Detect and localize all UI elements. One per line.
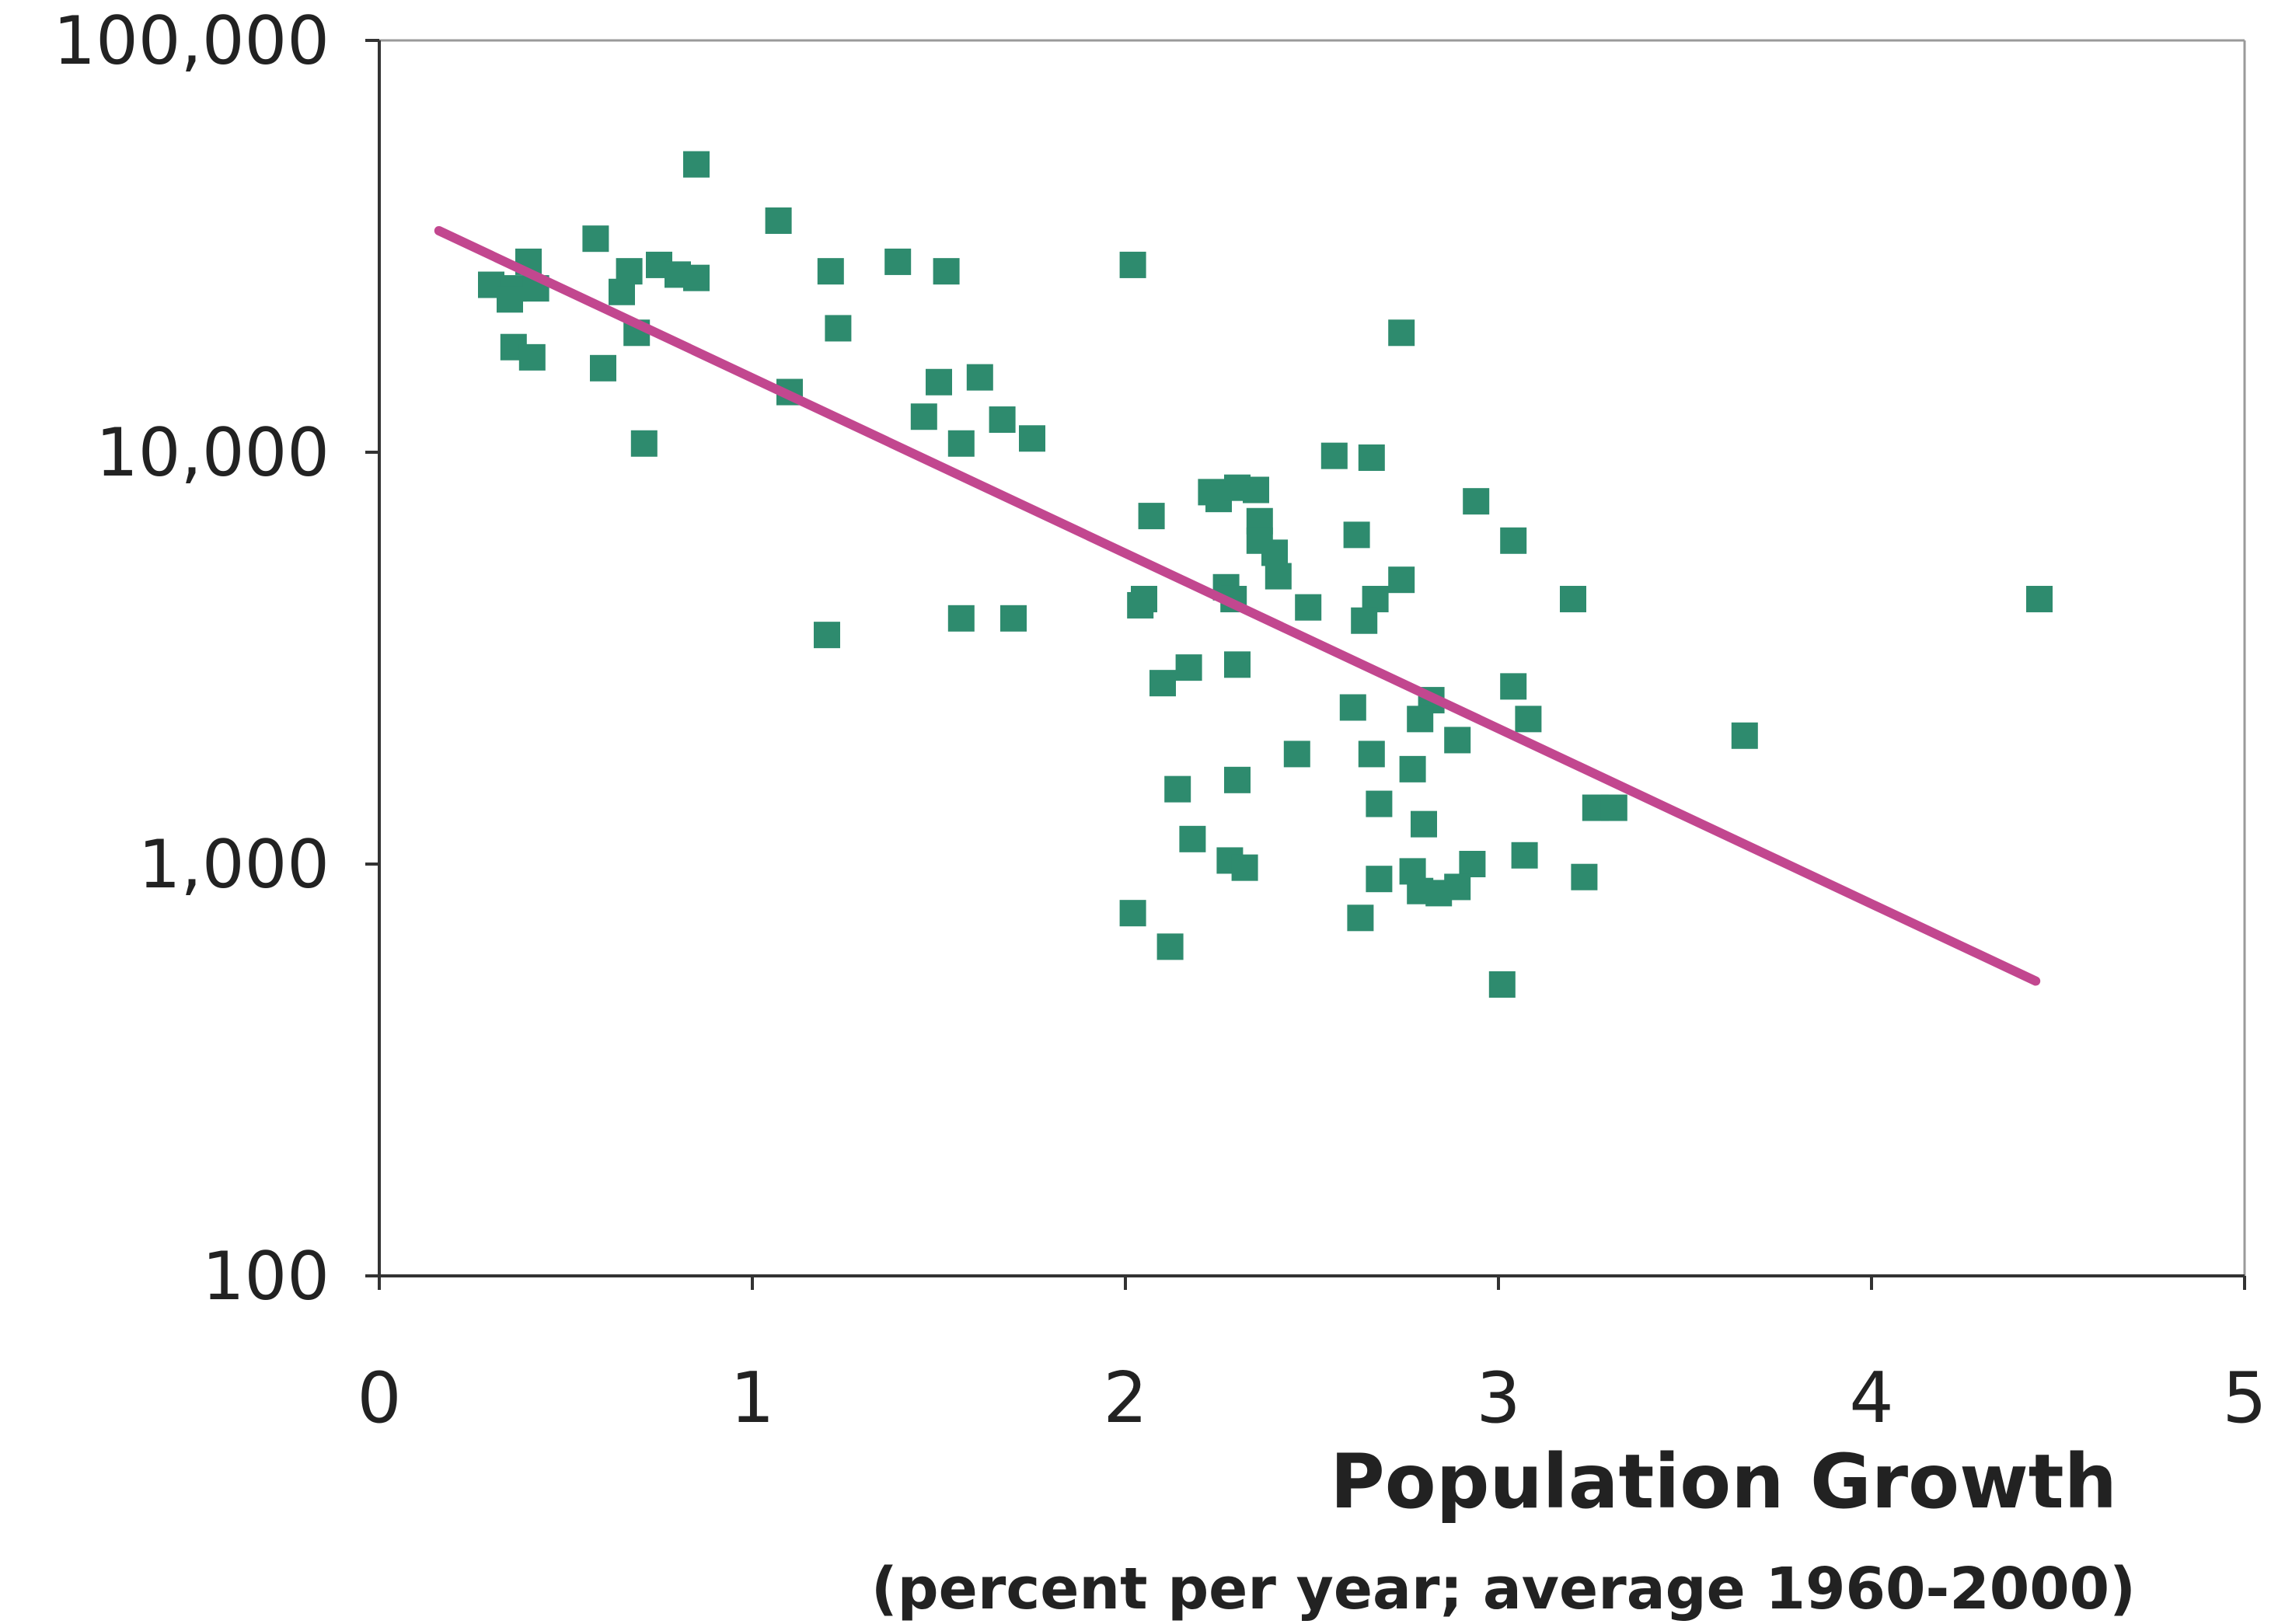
x-tick-label: 0 [357, 1357, 401, 1439]
data-point [1175, 654, 1202, 681]
plot-frame [379, 39, 2246, 1276]
data-point [1463, 488, 1490, 515]
data-point [1407, 706, 1434, 733]
data-point [1731, 722, 1758, 749]
data-point [1339, 694, 1366, 721]
data-point [1515, 706, 1542, 733]
data-point [947, 430, 975, 457]
data-point [926, 368, 952, 396]
data-point [1019, 425, 1045, 452]
data-point [1500, 673, 1527, 700]
y-tick-label: 100 [202, 1238, 330, 1316]
data-point [1243, 476, 1269, 504]
data-point [582, 225, 609, 253]
x-tick-label: 5 [2222, 1357, 2266, 1439]
data-point [1388, 319, 1415, 347]
data-point [1459, 851, 1486, 877]
data-point [1283, 741, 1310, 768]
data-point [1164, 775, 1191, 803]
data-point [1265, 563, 1292, 590]
data-point [1388, 566, 1415, 594]
trendline [434, 225, 2041, 986]
x-tick-label: 4 [1849, 1357, 1893, 1439]
data-point [1366, 790, 1393, 817]
data-point [1224, 766, 1251, 793]
data-point [1179, 825, 1206, 852]
data-point [947, 605, 975, 632]
data-point [1347, 904, 1374, 932]
data-point [989, 406, 1016, 434]
y-tick-label: 1,000 [138, 826, 330, 904]
data-point [1295, 594, 1322, 621]
data-point [825, 315, 852, 342]
data-point [1511, 842, 1538, 869]
x-tick-label: 3 [1476, 1357, 1520, 1439]
data-point [1600, 794, 1627, 821]
data-point [1231, 854, 1258, 881]
data-point [765, 207, 792, 234]
data-point [609, 278, 635, 305]
data-point [1119, 900, 1146, 927]
y-tick-label: 10,000 [96, 414, 330, 492]
data-point [590, 354, 616, 382]
data-point [2026, 585, 2053, 612]
y-tick-label: 100,000 [53, 2, 330, 80]
data-point [910, 403, 937, 430]
x-tick-label: 2 [1103, 1357, 1147, 1439]
data-points [478, 151, 2053, 998]
data-point [1488, 971, 1516, 998]
x-axis-subtitle: (percent per year; average 1960-2000) [871, 1556, 2136, 1622]
data-point [1000, 605, 1027, 632]
data-point [1560, 585, 1586, 612]
data-point [1119, 251, 1146, 278]
data-point [1358, 444, 1385, 472]
axes: 100 1,000 10,000 100,000 0 1 2 3 4 5 [53, 2, 2266, 1439]
data-point [1399, 755, 1426, 782]
x-axis-title: Population Growth [1330, 1438, 2117, 1525]
data-point [1138, 503, 1165, 530]
data-point [966, 364, 993, 391]
data-point [933, 258, 960, 285]
data-point [497, 286, 523, 313]
data-point [1131, 585, 1157, 612]
data-point [817, 258, 844, 285]
data-point [1358, 741, 1385, 768]
data-point [884, 248, 912, 275]
data-point [1444, 873, 1471, 901]
x-tick-label: 1 [730, 1357, 774, 1439]
data-point [1224, 651, 1251, 678]
data-point [814, 622, 840, 649]
data-point [1320, 442, 1348, 469]
data-point [1261, 539, 1288, 566]
data-point [1411, 810, 1437, 838]
data-point [1149, 670, 1176, 697]
data-point [1366, 866, 1393, 893]
data-point [1156, 933, 1184, 960]
data-point [518, 343, 546, 371]
data-point [683, 151, 710, 178]
trendline-group [434, 225, 2041, 986]
data-point [1351, 607, 1378, 634]
data-point [630, 430, 658, 457]
data-point [1444, 727, 1471, 754]
data-point [683, 264, 710, 291]
data-point [1500, 527, 1527, 554]
data-point [1571, 863, 1598, 890]
data-point [1343, 521, 1370, 549]
